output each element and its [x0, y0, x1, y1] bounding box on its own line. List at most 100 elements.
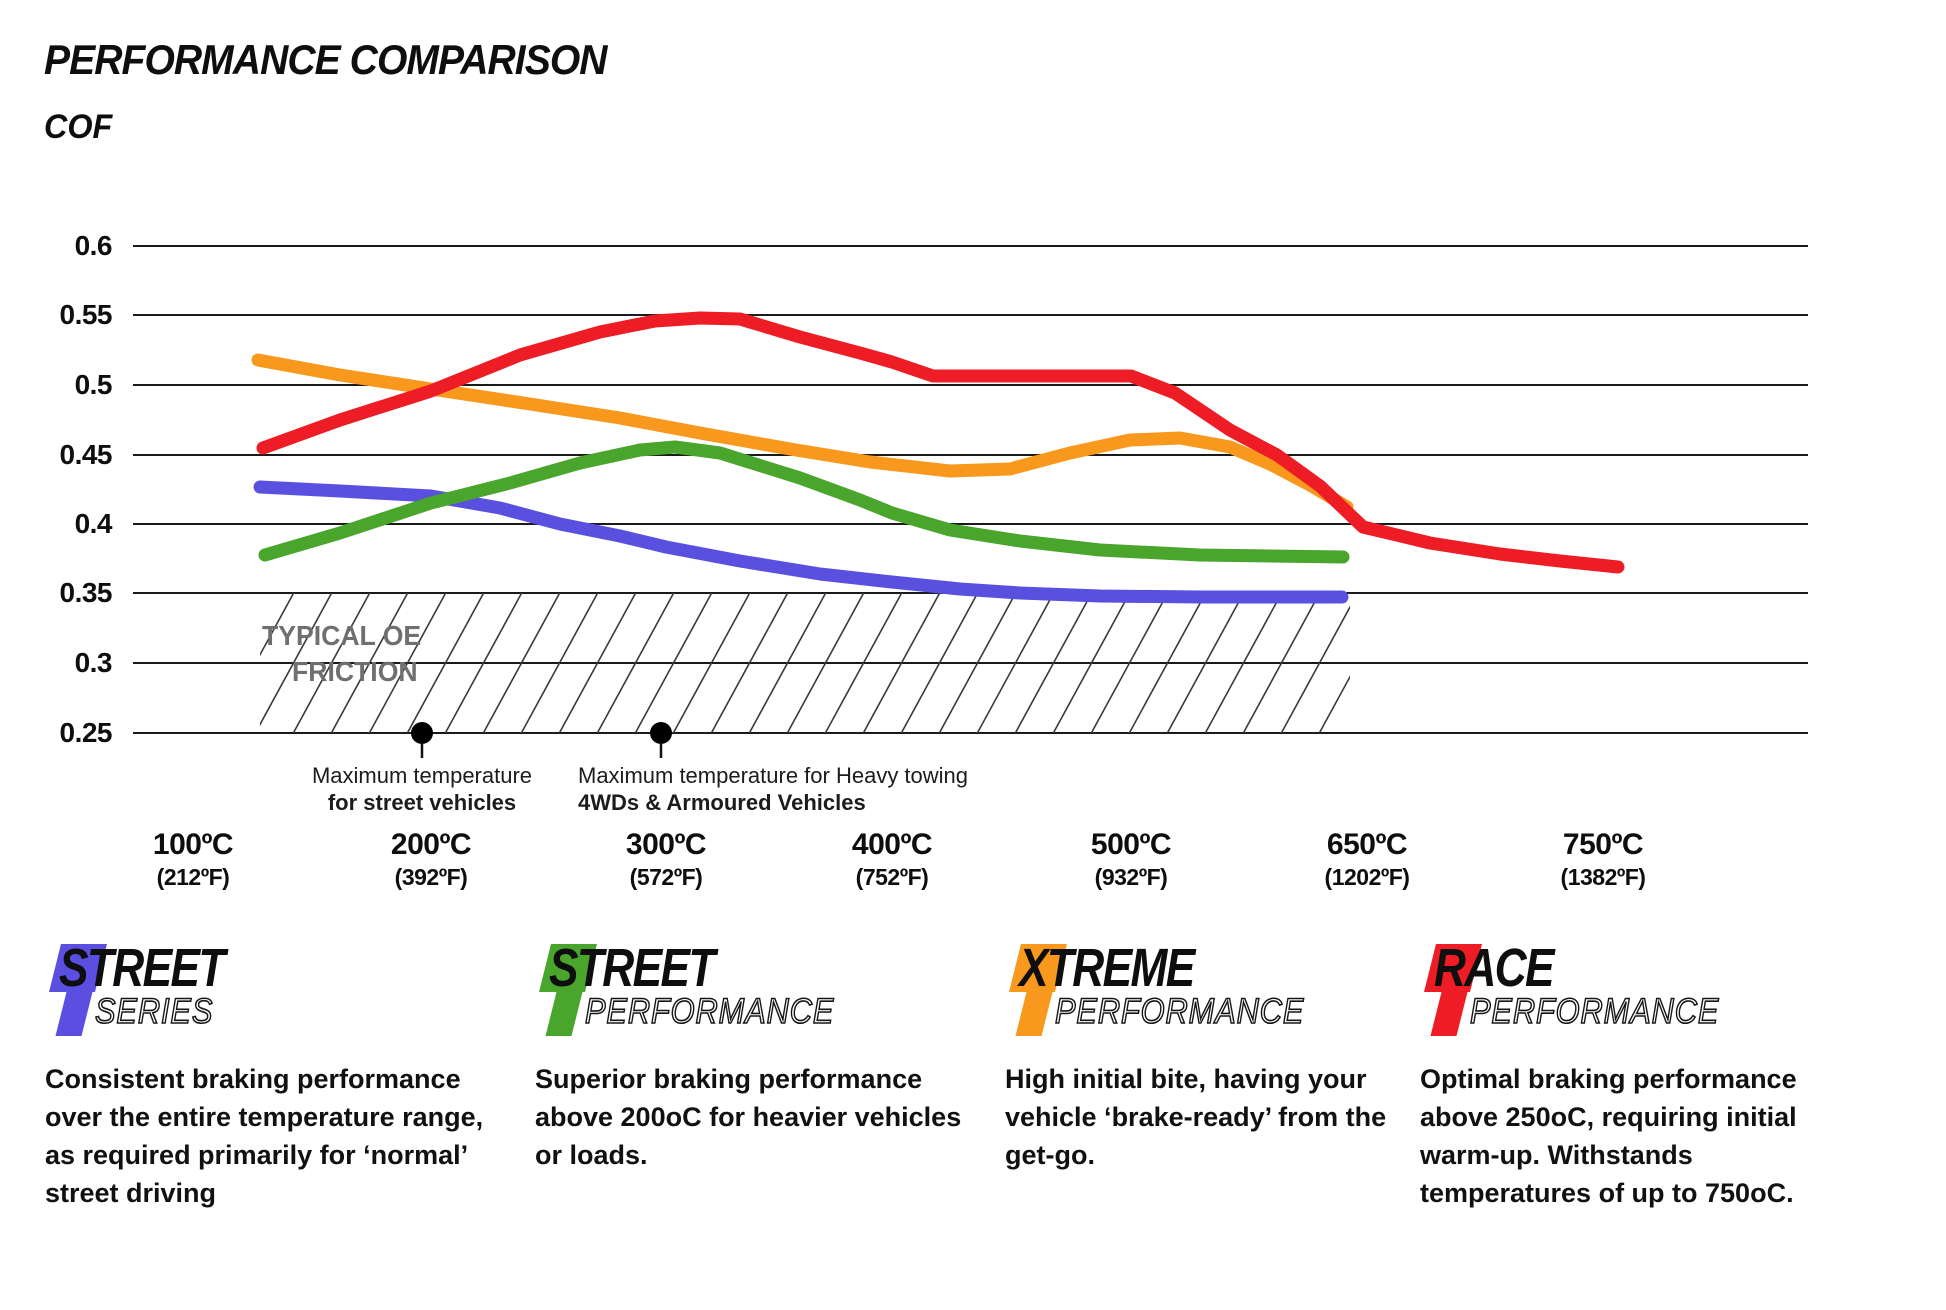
logo-word-secondary: PERFORMANCE [1054, 992, 1305, 1031]
hatch-line [368, 593, 447, 733]
legend-description: Optimal braking performance above 250oC,… [1420, 1064, 1797, 1208]
hatch-line [1166, 593, 1245, 733]
x-tick-fahrenheit: (932ºF) [1094, 864, 1168, 890]
x-tick-400c: 400ºC (752ºF) [851, 828, 933, 891]
y-axis-label: COF [44, 108, 113, 146]
x-tick-750c: 750ºC (1382ºF) [1561, 828, 1646, 891]
page-title: PERFORMANCE COMPARISON [44, 36, 607, 83]
logo-word-primary: STREET [549, 938, 715, 998]
hatch-line [748, 593, 827, 733]
logo-word-secondary: SERIES [94, 992, 214, 1031]
y-tick-0.35: 0.35 [59, 577, 113, 608]
annotation-street-max-temp-line1: Maximum temperature [311, 763, 533, 788]
x-tick-fahrenheit: (572ºF) [629, 864, 703, 890]
hatch-line [292, 593, 371, 733]
max-temp-dot [650, 722, 672, 744]
x-tick-fahrenheit: (212ºF) [156, 864, 230, 890]
hatch-line [710, 593, 789, 733]
hatch-line [1128, 593, 1207, 733]
oe-friction-hatch-band [260, 593, 1350, 733]
x-tick-fahrenheit: (1382ºF) [1560, 864, 1646, 890]
y-tick-0.6: 0.6 [74, 230, 113, 261]
x-tick-celsius: 300ºC [625, 828, 707, 861]
annotation-towing-max-temp-line1: Maximum temperature for Heavy towing [578, 763, 969, 788]
oe-friction-band-label-line2: FRICTION [292, 656, 418, 687]
logo-word-primary: XTREME [1019, 938, 1195, 998]
hatch-line [634, 593, 713, 733]
x-tick-300c: 300ºC (572ºF) [625, 828, 707, 891]
legend-xtreme-performance: XTREME PERFORMANCE High initial bite, havi… [1005, 938, 1395, 1174]
logo-word-secondary: PERFORMANCE [1469, 992, 1720, 1031]
x-tick-200c: 200ºC (392ºF) [390, 828, 472, 891]
legend-street-series: STREET SERIES Consistent braking performan… [45, 938, 495, 1212]
hatch-line [672, 593, 751, 733]
logo-word-secondary: PERFORMANCE [584, 992, 835, 1031]
hatch-line [444, 593, 523, 733]
hatch-line [1280, 605, 1350, 733]
series-line-race-performance [256, 311, 1625, 574]
hatch-line [482, 593, 561, 733]
annotation-towing-max-temp: Maximum temperature for Heavy towing 4WD… [578, 762, 968, 816]
legend-street-performance: STREET PERFORMANCE Superior braking perfor… [535, 938, 985, 1174]
hatch-line [1090, 593, 1169, 733]
annotation-markers [411, 722, 672, 758]
annotation-street-max-temp-line2: for street vehicles [327, 790, 517, 815]
product-logo: XTREME PERFORMANCE [1005, 938, 1395, 1046]
brake-pad-4-icon-stem [1015, 992, 1053, 1036]
product-logo: RACE PERFORMANCE [1420, 938, 1855, 1046]
hatch-line [862, 593, 941, 733]
hatch-line [1052, 593, 1131, 733]
x-tick-celsius: 400ºC [851, 828, 933, 861]
logo-word-primary: STREET [59, 938, 225, 998]
x-tick-celsius: 650ºC [1326, 828, 1408, 861]
oe-friction-band-label-line1: TYPICAL OE [262, 620, 422, 651]
product-logo: STREET PERFORMANCE [535, 938, 985, 1046]
hatch-line [900, 593, 979, 733]
brake-pad-4-icon-stem [1430, 992, 1468, 1036]
product-logo: STREET SERIES [45, 938, 495, 1046]
brake-pad-4-icon-stem [545, 992, 583, 1036]
hatch-line [596, 593, 675, 733]
x-tick-celsius: 500ºC [1090, 828, 1172, 861]
hatch-line [938, 593, 1017, 733]
hatch-line [824, 593, 903, 733]
y-tick-0.45: 0.45 [59, 439, 113, 470]
max-temp-dot [411, 722, 433, 744]
annotation-towing-max-temp-line2: 4WDs & Armoured Vehicles [578, 790, 866, 815]
y-tick-0.25: 0.25 [59, 717, 113, 748]
y-tick-0.4: 0.4 [74, 508, 113, 539]
hatch-line [1204, 593, 1283, 733]
hatch-line [330, 593, 409, 733]
hatch-line [1014, 593, 1093, 733]
legend-description: Consistent braking performance over the … [45, 1064, 484, 1208]
hatch-line [406, 593, 485, 733]
legend-race-performance: RACE PERFORMANCE Optimal braking performan… [1420, 938, 1855, 1212]
x-tick-650c: 650ºC (1202ºF) [1325, 828, 1410, 891]
hatch-line [520, 593, 599, 733]
x-tick-celsius: 750ºC [1562, 828, 1644, 861]
hatch-line [260, 593, 333, 727]
series-line-xtreme-performance [251, 353, 1354, 514]
y-tick-0.3: 0.3 [74, 647, 113, 678]
legend-description: High initial bite, having your vehicle ‘… [1005, 1064, 1387, 1170]
legend-description: Superior braking performance above 200oC… [535, 1064, 962, 1170]
brake-pad-4-icon-stem [55, 992, 93, 1036]
hatch-line [260, 593, 295, 657]
hatch-line [786, 593, 865, 733]
x-tick-100c: 100ºC (212ºF) [152, 828, 234, 891]
hatch-line [1242, 593, 1321, 733]
series-curves [251, 311, 1625, 604]
x-tick-500c: 500ºC (932ºF) [1090, 828, 1172, 891]
x-tick-fahrenheit: (752ºF) [855, 864, 929, 890]
x-tick-celsius: 200ºC [390, 828, 472, 861]
x-tick-celsius: 100ºC [152, 828, 234, 861]
y-tick-0.55: 0.55 [59, 299, 113, 330]
series-line-street-performance [258, 440, 1350, 564]
x-tick-fahrenheit: (392ºF) [394, 864, 468, 890]
logo-word-primary: RACE [1434, 938, 1555, 998]
annotation-street-max-temp: Maximum temperature for street vehicles [312, 762, 532, 816]
hatch-line [976, 593, 1055, 733]
hatch-line [1318, 675, 1350, 733]
